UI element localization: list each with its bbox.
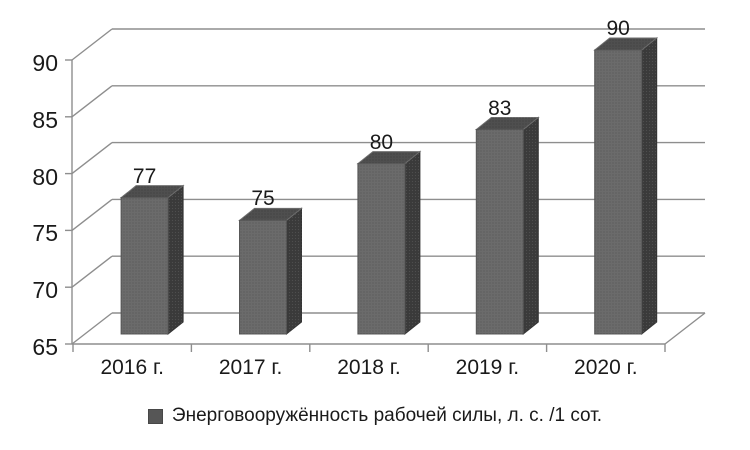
bar-side-texture xyxy=(641,38,657,334)
bar-front-texture xyxy=(594,50,642,334)
y-axis-label: 90 xyxy=(32,50,58,76)
gridline-diagonal xyxy=(71,85,113,118)
y-axis-label: 70 xyxy=(32,277,58,304)
gridline-diagonal xyxy=(71,255,113,288)
gridline-diagonal xyxy=(71,198,113,231)
gridline-diagonal xyxy=(71,28,113,61)
legend-label: Энерговооружённость рабочей силы, л. с. … xyxy=(171,405,603,426)
bar-value-label: 90 xyxy=(606,17,630,40)
y-axis-label: 80 xyxy=(32,163,58,190)
x-axis-label: 2016 г. xyxy=(100,356,164,379)
floor-right-edge xyxy=(664,312,706,345)
bar-front-texture xyxy=(239,220,287,334)
x-axis-label: 2017 г. xyxy=(218,356,283,379)
bar-front-texture xyxy=(357,163,405,334)
gridline-diagonal xyxy=(71,312,113,345)
x-axis-label: 2020 г. xyxy=(574,356,638,379)
legend-marker-square xyxy=(147,408,163,424)
bar-side-texture xyxy=(168,185,184,334)
x-axis-label: 2018 г. xyxy=(337,356,401,379)
bar-value-label: 75 xyxy=(251,187,275,211)
bar-value-label: 77 xyxy=(132,164,157,188)
y-axis-label: 75 xyxy=(32,220,58,247)
bar-top-texture xyxy=(239,208,302,221)
bar-top-texture xyxy=(357,151,420,164)
bar-top-texture xyxy=(594,38,657,50)
legend: Энерговооружённость рабочей силы, л. с. … xyxy=(0,405,750,428)
bar-value-label: 83 xyxy=(488,96,512,120)
bar-side-texture xyxy=(404,151,420,334)
y-axis-label: 85 xyxy=(32,106,58,133)
bar-top-texture xyxy=(121,185,184,198)
bar-top-texture xyxy=(476,117,539,130)
bar-front-texture xyxy=(476,129,524,334)
x-axis-label: 2019 г. xyxy=(455,356,520,379)
bar-side-texture xyxy=(286,208,302,334)
bar-front-texture xyxy=(121,197,169,334)
gridline-diagonal xyxy=(71,142,113,175)
bar-value-label: 80 xyxy=(369,130,394,154)
y-axis-label: 65 xyxy=(32,334,58,360)
bar-side-texture xyxy=(523,117,539,335)
